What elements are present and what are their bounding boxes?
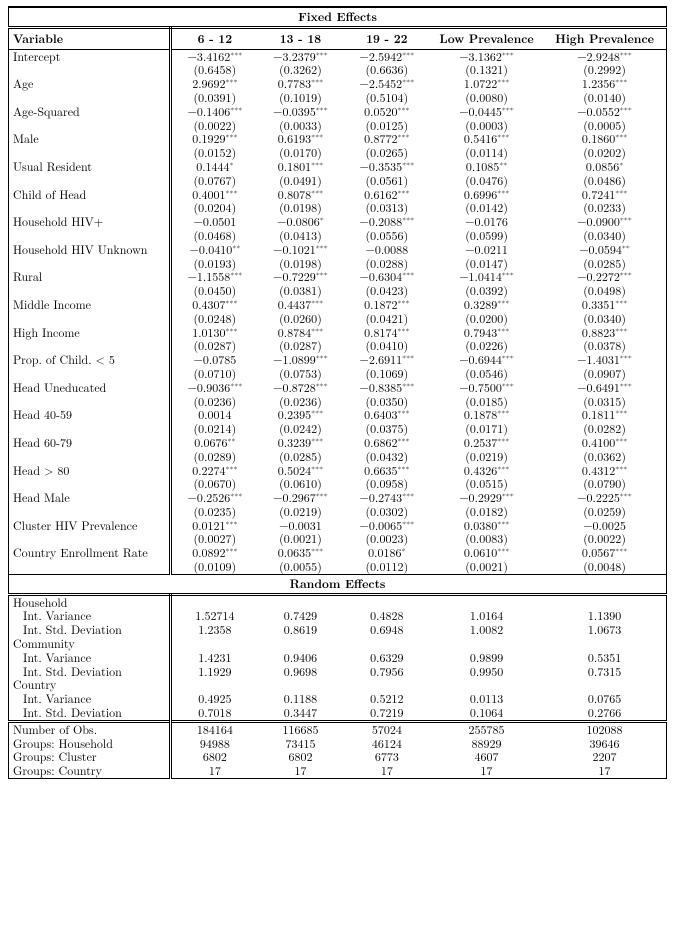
stat: 0.3447 xyxy=(257,706,343,721)
footer-val: 17 xyxy=(344,764,430,778)
stat: 0.7315 xyxy=(543,665,666,679)
blank xyxy=(9,560,171,574)
var-label: Household HIV+ xyxy=(9,215,171,229)
var-label: Intercept xyxy=(9,49,171,63)
var-label: High Income xyxy=(9,326,171,340)
footer-val: 17 xyxy=(171,764,257,778)
var-label: Middle Income xyxy=(9,298,171,312)
stat: 0.7219 xyxy=(344,706,430,721)
stat: 0.2766 xyxy=(543,706,666,721)
header-col-1: 6 - 12 xyxy=(171,27,257,49)
section-fixed-title: Fixed Effects xyxy=(9,7,667,27)
stat: 0.1064 xyxy=(430,706,543,721)
var-label: Age-Squared xyxy=(9,105,171,119)
header-col-5: High Prevalence xyxy=(543,27,666,49)
stat: 0.9950 xyxy=(430,665,543,679)
var-label: Head Male xyxy=(9,491,171,505)
stat: 1.1929 xyxy=(171,665,257,679)
stat: 0.7018 xyxy=(171,706,257,721)
stat: 0.6948 xyxy=(344,623,430,637)
se: (0.0048) xyxy=(543,560,666,574)
footer-label: Groups: Country xyxy=(9,764,171,778)
se: (0.0055) xyxy=(257,560,343,574)
stat: 0.9698 xyxy=(257,665,343,679)
header-col-4: Low Prevalence xyxy=(430,27,543,49)
var-label: Prop. of Child. < 5 xyxy=(9,353,171,367)
header-variable: Variable xyxy=(9,27,171,49)
var-label: Head Uneducated xyxy=(9,381,171,395)
var-label: Household HIV Unknown xyxy=(9,243,171,257)
footer-val: 17 xyxy=(430,764,543,778)
header-col-2: 13 - 18 xyxy=(257,27,343,49)
se: (0.0021) xyxy=(430,560,543,574)
var-label: Head > 80 xyxy=(9,464,171,478)
var-label: Rural xyxy=(9,270,171,284)
header-col-3: 19 - 22 xyxy=(344,27,430,49)
var-label: Usual Resident xyxy=(9,160,171,174)
stat: 0.7956 xyxy=(344,665,430,679)
var-label: Child of Head xyxy=(9,188,171,202)
section-random-title: Random Effects xyxy=(9,574,667,594)
stat: 0.8619 xyxy=(257,623,343,637)
regression-table: Fixed EffectsVariable6 - 1213 - 1819 - 2… xyxy=(8,6,667,779)
var-label: Male xyxy=(9,132,171,146)
stat: 1.0673 xyxy=(543,623,666,637)
se: (0.0109) xyxy=(171,560,257,574)
footer-val: 17 xyxy=(257,764,343,778)
var-label: Head 40-59 xyxy=(9,408,171,422)
var-label: Cluster HIV Prevalence xyxy=(9,519,171,533)
footer-val: 17 xyxy=(543,764,666,778)
var-label: Head 60-79 xyxy=(9,436,171,450)
var-label: Age xyxy=(9,77,171,91)
var-label: Country Enrollment Rate xyxy=(9,546,171,560)
stat: 1.0082 xyxy=(430,623,543,637)
stat: 1.2358 xyxy=(171,623,257,637)
se: (0.0112) xyxy=(344,560,430,574)
stat-label: Int. Std. Deviation xyxy=(9,706,171,721)
